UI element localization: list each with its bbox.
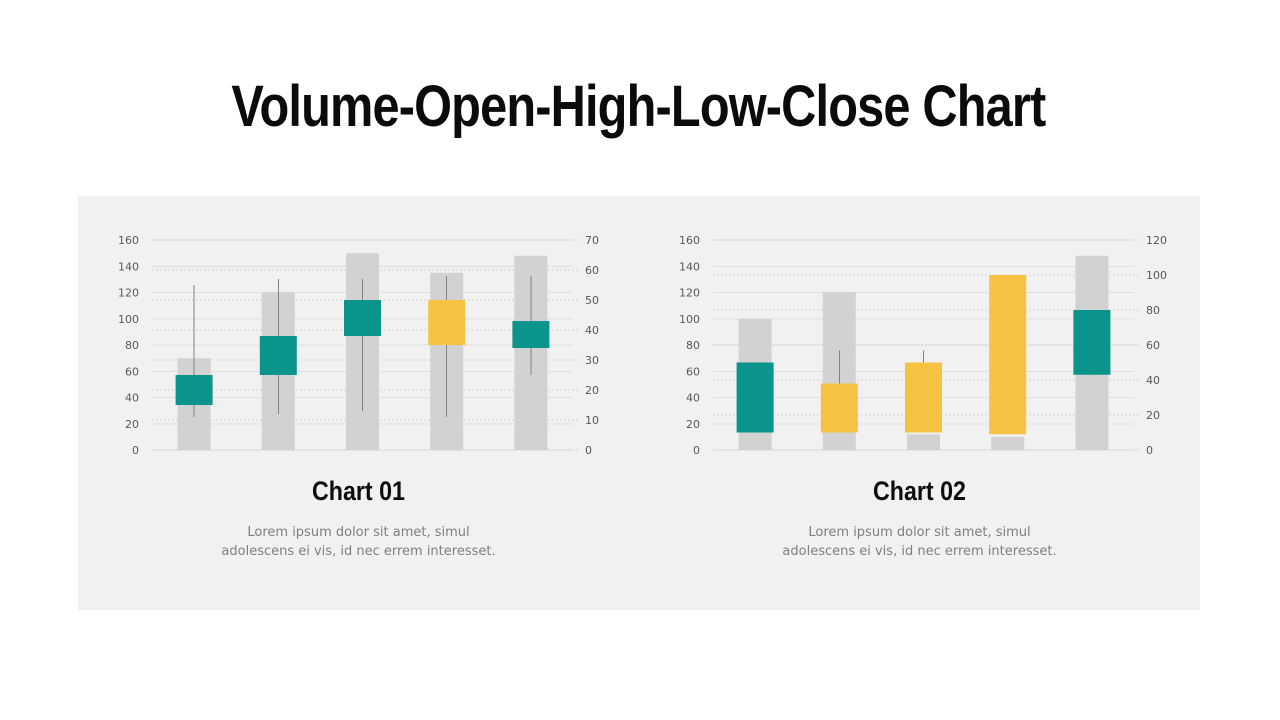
left-axis-tick-label: 140 bbox=[118, 260, 139, 273]
left-axis-tick-label: 100 bbox=[679, 313, 700, 326]
left-axis-tick-label: 120 bbox=[118, 287, 139, 300]
left-axis-tick-label: 140 bbox=[679, 260, 700, 273]
chart-1-caption-line1: Lorem ipsum dolor sit amet, simul bbox=[247, 525, 470, 540]
right-axis-tick-label: 30 bbox=[585, 354, 599, 367]
candle-body-up bbox=[175, 375, 213, 405]
volume-bar bbox=[907, 434, 940, 450]
left-axis-tick-label: 60 bbox=[125, 365, 139, 378]
right-axis-tick-label: 60 bbox=[585, 264, 599, 277]
left-axis-tick-label: 80 bbox=[686, 339, 700, 352]
left-axis-tick-label: 60 bbox=[686, 365, 700, 378]
vohlc-chart-1: 0 20 40 60 80 100 120 140 160 0 10 20 30 40 50 60 70 bbox=[118, 234, 599, 457]
candle-body-down bbox=[989, 275, 1027, 435]
chart-2-title: Chart 02 bbox=[873, 476, 966, 506]
page-title: Volume-Open-High-Low-Close Chart bbox=[231, 73, 1046, 139]
chart-block-1: 0 20 40 60 80 100 120 140 160 0 10 20 30 40 50 60 70 Cha… bbox=[78, 196, 639, 610]
candle-body-up bbox=[512, 321, 550, 348]
left-axis-tick-label: 40 bbox=[125, 392, 139, 405]
chart-block-2: 0 20 40 60 80 100 120 140 160 0 20 40 60 80 100 120 Cha… bbox=[639, 196, 1200, 610]
right-axis-tick-label: 10 bbox=[585, 414, 599, 427]
right-axis-tick-label: 20 bbox=[585, 384, 599, 397]
left-axis-tick-label: 120 bbox=[679, 287, 700, 300]
right-axis-tick-label: 60 bbox=[1146, 339, 1160, 352]
candle-body-up bbox=[1073, 310, 1111, 375]
candle-body-up bbox=[736, 362, 774, 433]
candle-body-down bbox=[820, 383, 858, 433]
left-axis-tick-label: 100 bbox=[118, 313, 139, 326]
right-axis-tick-label: 80 bbox=[1146, 304, 1160, 317]
right-axis-tick-label: 40 bbox=[1146, 374, 1160, 387]
left-axis-tick-label: 20 bbox=[125, 418, 139, 431]
chart-1-title: Chart 01 bbox=[312, 476, 405, 506]
left-axis-tick-label: 160 bbox=[679, 234, 700, 247]
right-axis-tick-label: 20 bbox=[1146, 409, 1160, 422]
left-axis-tick-label: 20 bbox=[686, 418, 700, 431]
right-axis-tick-label: 40 bbox=[585, 324, 599, 337]
candle-body-down bbox=[428, 300, 466, 345]
left-axis-tick-label: 40 bbox=[686, 392, 700, 405]
left-axis-tick-label: 160 bbox=[118, 234, 139, 247]
left-axis-tick-label: 80 bbox=[125, 339, 139, 352]
candle-body-up bbox=[259, 336, 297, 375]
right-axis-tick-label: 100 bbox=[1146, 269, 1167, 282]
left-axis-tick-label: 0 bbox=[132, 444, 139, 457]
right-axis-tick-label: 70 bbox=[585, 234, 599, 247]
left-axis-tick-label: 0 bbox=[693, 444, 700, 457]
chart-1-caption: Lorem ipsum dolor sit amet, simul adoles… bbox=[78, 523, 639, 561]
vohlc-chart-2: 0 20 40 60 80 100 120 140 160 0 20 40 60 80 100 120 bbox=[679, 234, 1167, 457]
candle-body-up bbox=[344, 300, 381, 336]
chart-2-caption-line1: Lorem ipsum dolor sit amet, simul bbox=[808, 525, 1031, 540]
chart-2-caption-line2: adolescens ei vis, id nec errem interess… bbox=[782, 544, 1057, 559]
slide-panel: 0 20 40 60 80 100 120 140 160 0 10 20 30 40 50 60 70 Cha… bbox=[78, 196, 1200, 610]
right-axis-tick-label: 0 bbox=[585, 444, 592, 457]
chart-1-caption-line2: adolescens ei vis, id nec errem interess… bbox=[221, 544, 496, 559]
candle-body-down bbox=[905, 362, 942, 433]
right-axis-tick-label: 50 bbox=[585, 294, 599, 307]
right-axis-tick-label: 120 bbox=[1146, 234, 1167, 247]
chart-2-caption: Lorem ipsum dolor sit amet, simul adoles… bbox=[639, 523, 1200, 561]
right-axis-tick-label: 0 bbox=[1146, 444, 1153, 457]
volume-bar bbox=[991, 436, 1025, 450]
